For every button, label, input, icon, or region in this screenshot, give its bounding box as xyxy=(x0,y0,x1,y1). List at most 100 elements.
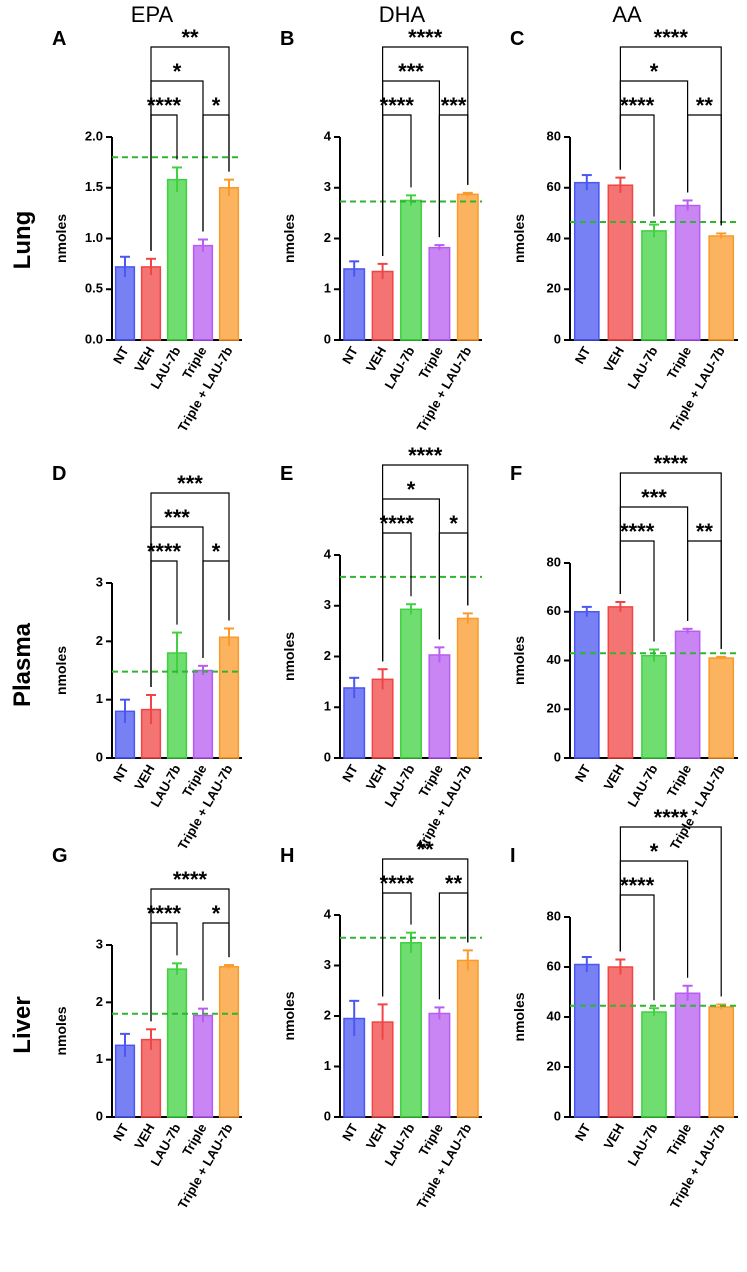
significance-label: * xyxy=(212,93,221,118)
x-tick-label: NT xyxy=(110,762,132,785)
significance-label: ** xyxy=(445,871,463,896)
y-tick-label: 2 xyxy=(324,1007,331,1022)
bar xyxy=(573,611,600,759)
bar xyxy=(400,199,422,341)
significance-bracket xyxy=(619,826,722,997)
significance-bracket xyxy=(150,46,230,251)
x-tick-label: NT xyxy=(339,344,361,367)
significance-label: **** xyxy=(408,443,443,468)
significance-label: **** xyxy=(620,93,655,118)
bar xyxy=(114,266,136,341)
panel-letter: B xyxy=(280,28,294,50)
bar xyxy=(456,617,479,759)
bar xyxy=(674,992,701,1118)
bar xyxy=(607,966,634,1118)
x-tick-label: LAU-7b xyxy=(624,1121,660,1169)
x-tick-label: Triple xyxy=(664,762,694,800)
x-tick-label: VEH xyxy=(601,1121,627,1152)
y-tick-label: 0 xyxy=(554,749,561,764)
bar xyxy=(641,230,667,341)
y-tick-label: 0 xyxy=(324,331,331,346)
y-tick-label: 60 xyxy=(547,958,561,973)
panel-letter: D xyxy=(52,463,66,485)
x-tick-label: NT xyxy=(110,344,132,367)
significance-bracket xyxy=(150,492,230,687)
significance-label: **** xyxy=(147,539,182,564)
significance-label: **** xyxy=(173,867,208,892)
y-tick-label: 60 xyxy=(547,179,561,194)
x-tick-label: NT xyxy=(572,1121,594,1144)
bar xyxy=(456,193,479,341)
panel-letter: C xyxy=(510,28,524,50)
x-tick-label: VEH xyxy=(601,344,627,375)
x-tick-label: VEH xyxy=(131,762,157,793)
bar xyxy=(400,942,422,1118)
panel-letter: A xyxy=(52,28,66,50)
x-tick-label: Triple + LAU-7b xyxy=(414,1121,475,1211)
bar xyxy=(371,678,394,759)
x-tick-label: VEH xyxy=(363,762,389,793)
x-tick-label: NT xyxy=(110,1121,132,1144)
y-tick-label: 4 xyxy=(324,546,332,561)
significance-label: * xyxy=(173,59,182,84)
significance-label: **** xyxy=(147,93,182,118)
x-tick-label: Triple xyxy=(664,344,694,382)
panel-letter: I xyxy=(510,845,516,867)
bar xyxy=(166,178,188,341)
y-tick-label: 3 xyxy=(324,957,331,972)
significance-label: **** xyxy=(408,25,443,50)
y-tick-label: 1 xyxy=(324,1058,331,1073)
significance-label: *** xyxy=(177,471,203,496)
x-tick-label: Triple xyxy=(416,762,446,800)
y-tick-label: 20 xyxy=(547,1058,561,1073)
y-axis-label: nmoles xyxy=(511,992,527,1041)
y-tick-label: 80 xyxy=(547,554,561,569)
x-tick-label: VEH xyxy=(601,762,627,793)
significance-label: **** xyxy=(654,805,689,830)
column-title: EPA xyxy=(131,2,174,27)
significance-label: *** xyxy=(398,59,424,84)
y-tick-label: 0 xyxy=(96,749,103,764)
panel-letter: F xyxy=(510,463,522,485)
bar xyxy=(400,608,422,759)
panel-letter: H xyxy=(280,845,294,867)
column-title: DHA xyxy=(379,2,426,27)
y-tick-label: 1.5 xyxy=(85,179,103,194)
x-tick-label: Triple xyxy=(664,1121,694,1159)
significance-label: * xyxy=(212,901,221,926)
bar xyxy=(371,270,394,341)
y-tick-label: 1.0 xyxy=(85,230,103,245)
bar xyxy=(218,187,240,341)
y-tick-label: 40 xyxy=(547,1008,561,1023)
bar xyxy=(674,204,701,341)
significance-label: *** xyxy=(441,93,467,118)
y-axis-label: nmoles xyxy=(281,991,297,1040)
y-tick-label: 2 xyxy=(96,994,103,1009)
y-tick-label: 3 xyxy=(96,936,103,951)
x-tick-label: NT xyxy=(572,344,594,367)
x-tick-label: Triple xyxy=(416,1121,446,1159)
significance-label: **** xyxy=(620,519,655,544)
y-tick-label: 0.5 xyxy=(85,281,103,296)
x-tick-label: VEH xyxy=(131,344,157,375)
significance-bracket xyxy=(382,46,469,256)
y-axis-label: nmoles xyxy=(511,636,527,685)
row-label: Liver xyxy=(9,996,36,1053)
bar xyxy=(708,657,735,759)
panel-letter: E xyxy=(280,463,293,485)
x-tick-label: NT xyxy=(339,762,361,785)
significance-label: ** xyxy=(181,25,199,50)
significance-bracket xyxy=(619,472,722,649)
significance-label: *** xyxy=(641,485,667,510)
y-tick-label: 40 xyxy=(547,652,561,667)
x-tick-label: Triple xyxy=(416,344,446,382)
y-tick-label: 0.0 xyxy=(85,331,103,346)
y-axis-label: nmoles xyxy=(511,214,527,263)
column-title: AA xyxy=(612,2,642,27)
bar xyxy=(166,968,188,1118)
y-tick-label: 2 xyxy=(324,230,331,245)
significance-label: * xyxy=(449,511,458,536)
y-tick-label: 80 xyxy=(547,908,561,923)
y-tick-label: 1 xyxy=(324,281,331,296)
